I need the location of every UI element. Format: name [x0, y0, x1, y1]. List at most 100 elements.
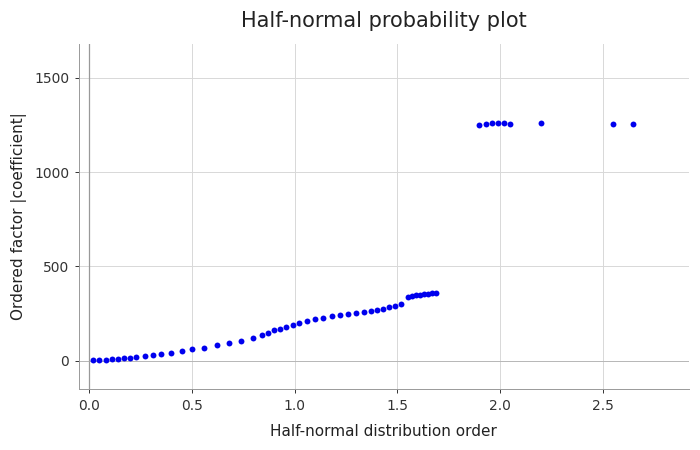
- Point: [380, 354, 391, 361]
- Point: [658, 364, 669, 372]
- Point: [653, 324, 664, 332]
- Point: [379, 368, 390, 375]
- Point: [626, 302, 638, 310]
- Point: [465, 321, 476, 328]
- Point: [444, 351, 455, 359]
- Point: [607, 361, 618, 368]
- Point: [245, 346, 256, 353]
- Point: [365, 369, 377, 377]
- Point: [231, 351, 242, 358]
- Point: [657, 372, 668, 379]
- Point: [368, 351, 379, 358]
- Point: [155, 364, 167, 371]
- Point: [483, 352, 494, 359]
- Point: [487, 302, 498, 310]
- Point: [395, 314, 407, 321]
- Point: [415, 315, 426, 322]
- Point: [626, 338, 637, 346]
- Point: [181, 361, 193, 369]
- Point: [529, 303, 540, 310]
- Point: [295, 351, 306, 358]
- Point: [239, 338, 251, 346]
- Point: [239, 338, 250, 345]
- Point: [415, 326, 426, 333]
- Point: [480, 143, 491, 150]
- Point: [395, 301, 407, 308]
- Point: [622, 344, 634, 351]
- Point: [260, 349, 272, 356]
- Point: [410, 349, 421, 356]
- Point: [150, 373, 162, 380]
- Point: [468, 312, 479, 319]
- Point: [626, 374, 638, 381]
- Point: [153, 343, 164, 350]
- Point: [348, 374, 359, 381]
- Point: [419, 304, 430, 311]
- Point: [631, 324, 642, 331]
- Point: [594, 348, 606, 356]
- Point: [662, 363, 673, 370]
- Point: [505, 332, 517, 339]
- Point: [463, 304, 475, 311]
- Point: [315, 329, 326, 337]
- Point: [335, 338, 346, 345]
- Point: [454, 301, 466, 308]
- Point: [252, 355, 263, 362]
- Point: [188, 359, 199, 366]
- Point: [566, 140, 577, 148]
- Point: [354, 376, 365, 383]
- Point: [640, 327, 652, 334]
- Point: [160, 371, 171, 378]
- Point: [143, 373, 154, 380]
- Point: [262, 373, 273, 380]
- Point: [286, 331, 297, 338]
- Point: [88, 373, 99, 380]
- Point: [246, 335, 257, 342]
- Point: [303, 372, 314, 379]
- Point: [550, 363, 561, 370]
- Point: [411, 355, 422, 362]
- Point: [643, 362, 655, 369]
- Point: [130, 356, 141, 364]
- Point: [485, 332, 496, 339]
- Point: [538, 357, 550, 364]
- Point: [102, 356, 113, 363]
- Point: [249, 342, 260, 349]
- Point: [550, 325, 561, 332]
- Point: [566, 302, 577, 309]
- Point: [509, 315, 520, 323]
- Point: [485, 356, 496, 364]
- Point: [652, 327, 663, 334]
- Point: [549, 325, 560, 333]
- Point: [425, 354, 436, 361]
- Point: [440, 303, 451, 310]
- Point: [593, 139, 604, 146]
- Point: [301, 318, 312, 325]
- Point: [471, 338, 482, 345]
- Point: [668, 315, 679, 322]
- Point: [514, 325, 526, 333]
- Point: [316, 359, 327, 366]
- Point: [563, 141, 574, 148]
- Point: [92, 369, 103, 376]
- Point: [579, 332, 590, 339]
- Point: [427, 315, 438, 323]
- Point: [659, 360, 671, 368]
- Point: [508, 315, 519, 322]
- Point: [393, 371, 404, 378]
- Point: [541, 302, 552, 309]
- Point: [622, 305, 633, 312]
- Point: [498, 304, 509, 311]
- Point: [330, 348, 342, 355]
- Point: [126, 374, 137, 381]
- Point: [461, 362, 472, 369]
- Point: [598, 339, 610, 346]
- Point: [361, 332, 372, 339]
- Point: [649, 345, 660, 352]
- Point: [557, 332, 568, 339]
- Point: [369, 356, 380, 363]
- Point: [397, 350, 408, 357]
- Point: [290, 353, 302, 360]
- Point: [615, 315, 626, 323]
- Point: [643, 365, 655, 373]
